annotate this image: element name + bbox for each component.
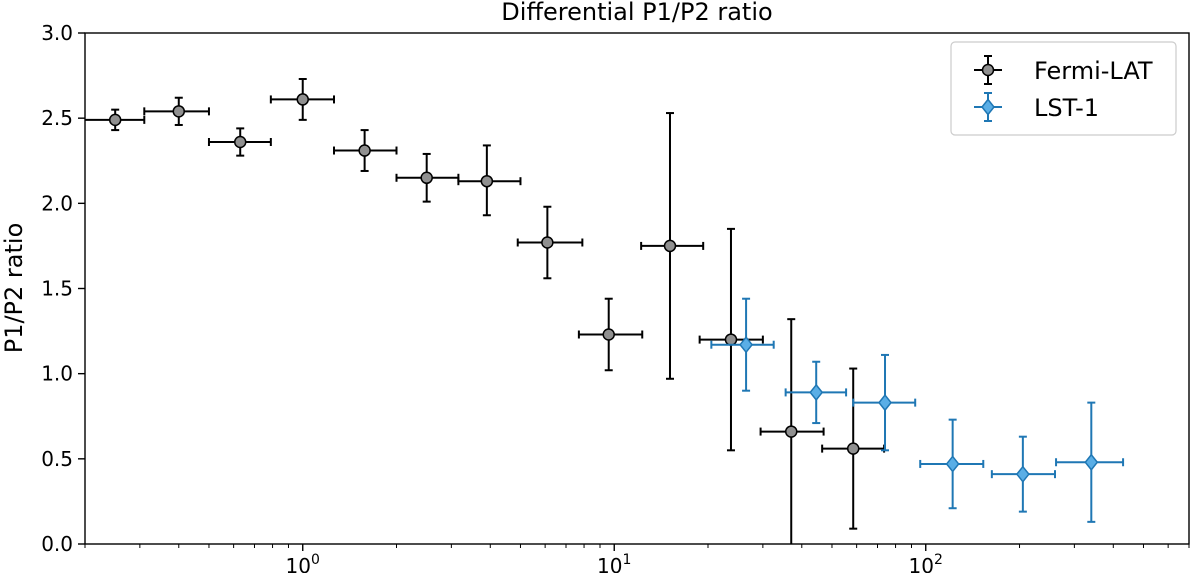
y-tick-label: 1.0 [41,362,73,386]
y-axis-ticks: 0.0 0.5 1.0 1.5 2.0 2.5 3.0 [41,21,85,556]
x-tick-label: 101 [597,552,631,573]
data-point [759,318,825,544]
legend-marker [981,98,995,116]
data-point [784,360,848,425]
point-marker [480,174,494,188]
data-point [577,297,644,372]
y-tick-label: 0.0 [41,532,73,556]
series-lst-1 [710,297,1125,523]
legend-label: Fermi-LAT [1034,57,1153,85]
legend-marker [981,63,995,77]
point-marker [602,328,615,341]
x-tick-base: 10 [597,554,622,573]
y-axis-label: P1/P2 ratio [0,223,28,354]
data-point [85,108,146,132]
x-tick-exponent: 0 [311,552,320,568]
data-point [516,205,584,280]
legend-box [950,41,1177,136]
point-marker [1015,465,1030,483]
legend-item: LST-1 [974,92,1099,122]
data-point [269,77,335,121]
point-marker [724,333,738,346]
data-point [207,127,272,157]
data-point [457,144,522,217]
point-marker [945,455,960,473]
x-tick-exponent: 2 [934,552,943,568]
point-marker [784,425,798,438]
data-point [821,367,886,530]
point-marker [358,144,371,157]
point-marker [809,383,824,402]
series-layer [85,77,1125,544]
data-point [710,297,775,392]
data-point [852,353,917,452]
data-point [698,227,764,452]
x-tick-label: 102 [909,552,943,573]
x-tick-exponent: 1 [623,552,632,568]
point-marker [233,135,247,149]
x-tick-base: 10 [286,554,311,573]
data-point [990,435,1057,513]
point-marker [663,239,677,253]
x-axis-ticks: 100 101 102 [84,544,1190,573]
y-tick-label: 3.0 [41,21,73,45]
data-point [332,129,398,172]
data-point [1055,401,1125,523]
legend-label: LST-1 [1034,94,1099,122]
x-tick-base: 10 [909,554,934,573]
point-marker [541,236,554,249]
y-tick-label: 2.0 [41,191,73,215]
point-marker [878,393,892,412]
data-point [395,152,460,203]
plot-frame [84,32,1190,545]
y-tick-label: 2.5 [41,106,73,130]
series-fermi-lat [85,77,886,544]
legend-item: Fermi-LAT [974,55,1153,85]
y-tick-label: 1.5 [41,277,73,301]
x-tick-label: 100 [286,552,320,573]
point-marker [1084,453,1099,471]
y-tick-label: 0.5 [41,447,73,471]
point-marker [739,336,754,354]
point-marker [172,105,186,118]
chart-title: Differential P1/P2 ratio [501,0,772,26]
data-point [143,96,210,126]
legend: Fermi-LAT LST-1 [950,41,1177,136]
point-marker [296,93,309,106]
point-marker [108,113,122,127]
data-point [919,418,985,510]
data-point [640,112,705,380]
point-marker [846,442,860,455]
point-marker [420,171,433,185]
